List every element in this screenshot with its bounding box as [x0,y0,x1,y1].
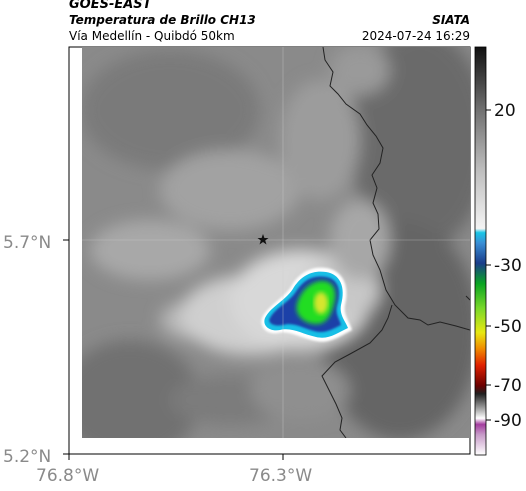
lat-tick-5.2: 5.2°N [3,447,51,467]
colorbar-tick-minus90: -90 [494,411,522,431]
colorbar-tick-minus70: -70 [494,376,522,396]
convective-cell [261,267,352,342]
colorbar-tick-minus30: -30 [494,256,522,276]
imagery [82,47,470,438]
lon-tick-76.3: 76.3°W [249,466,312,486]
lon-tick-76.8: 76.8°W [36,466,99,486]
colorbar-tick-minus50: -50 [494,317,522,337]
datetime-label: 2024-07-24 16:29 [361,29,470,43]
product-title: Temperatura de Brillo CH13 [69,13,256,27]
institution-label: SIATA [432,13,470,27]
lat-tick-5.7: 5.7°N [3,233,51,253]
satellite-title: GOES-EAST [69,0,152,12]
colorbar: 20 -30 -50 -70 -90 [474,46,522,456]
border-lines [321,47,470,438]
colorbar-tick-20: 20 [494,101,516,121]
region-label: Vía Medellín - Quibdó 50km [69,29,235,43]
star-icon [257,234,269,245]
